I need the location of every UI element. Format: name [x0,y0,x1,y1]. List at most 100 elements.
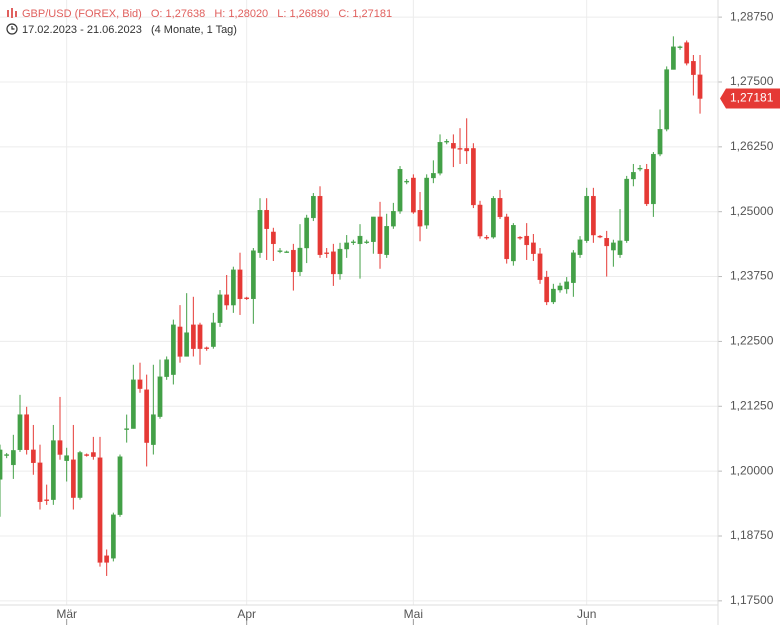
x-tick-label: Jun [577,607,596,621]
y-tick-label: 1,26250 [730,139,774,153]
last-price-label: 1,27181 [730,91,774,105]
candle-body [411,177,416,213]
x-tick-label: Mai [404,607,423,621]
candle-body [257,209,263,253]
period-row: 17.02.2023 - 21.06.2023 (4 Monate, 1 Tag… [6,22,398,38]
candle-body [684,42,690,64]
candle-icon [7,8,17,18]
candle-body [224,294,230,306]
candle-body [97,457,103,563]
candle-body [237,269,243,300]
candle-body [264,209,270,229]
candle-body [491,198,496,238]
candle-body [697,74,703,99]
candle-body [504,216,510,260]
candle-body [244,297,250,300]
candle-body [297,247,303,273]
candle-body [544,276,550,303]
candle-body [357,235,363,245]
candle-body [104,555,110,563]
candle-body [17,414,23,451]
header: GBP/USD (FOREX, Bid) O: 1,27638 H: 1,280… [6,6,398,38]
candle-body [90,452,96,457]
candle-body [190,324,196,349]
candle-body [497,198,503,218]
candle-body [577,239,583,255]
candle-body [184,332,190,357]
candle-body [337,248,343,275]
open-label: O: 1,27638 [150,8,206,20]
candle-body [424,177,430,226]
candle-body [270,231,276,245]
candle-body [204,347,210,349]
candle-body [524,235,530,246]
candle-body [657,129,663,155]
candle-body [637,167,643,170]
candle-body [250,250,256,300]
y-tick-label: 1,21250 [730,398,774,412]
candle-body [371,216,376,242]
candle-body [230,269,236,306]
candle-body [130,379,136,429]
candle-body [584,195,590,241]
candle-body [24,414,30,451]
candle-body [351,241,356,243]
candle-body [197,324,203,349]
y-tick-label: 1,18750 [730,528,774,542]
candle-body [557,285,563,291]
candle-body [604,238,610,247]
candle-body [137,379,143,389]
date-range: 17.02.2023 - 21.06.2023 [22,24,142,36]
x-tick-label: Apr [237,607,256,621]
candle-body [611,242,616,251]
candle-body [551,288,556,303]
candle-body [571,252,576,283]
period: (4 Monate, 1 Tag) [150,24,237,36]
candle-body [317,195,323,255]
candle-body [304,217,310,249]
instrument-row: GBP/USD (FOREX, Bid) O: 1,27638 H: 1,280… [6,6,398,22]
candle-body [117,456,123,515]
candle-body [624,178,630,241]
y-tick-label: 1,27500 [730,74,774,88]
candle-body [110,514,116,559]
candle-body [477,204,483,237]
candle-body [284,251,290,253]
candle-body [537,253,543,280]
candle-body [464,148,470,152]
candle-body [277,250,283,252]
y-tick-label: 1,28750 [730,9,774,23]
candle-body [10,450,16,466]
candle-body [597,235,603,238]
candle-body [310,195,316,219]
candle-body [417,209,423,227]
candle-body [77,452,83,498]
candle-body [70,459,76,498]
candle-body [324,252,330,254]
candle-body [531,242,536,254]
y-tick-label: 1,20000 [730,463,774,477]
candle-body [84,454,90,456]
candle-body [210,322,216,347]
candle-body [471,148,476,206]
candle-body [290,249,296,273]
high-label: H: 1,28020 [214,8,269,20]
candle-body [664,69,670,130]
close-label: C: 1,27181 [338,8,393,20]
candle-body [644,169,650,205]
candle-body [217,294,223,323]
y-tick-label: 1,25000 [730,204,774,218]
candle-body [457,148,463,150]
low-label: L: 1,26890 [277,8,330,20]
candle-body [511,225,516,262]
candle-body [330,251,336,275]
candle-body [170,324,176,375]
y-tick-label: 1,17500 [730,593,774,607]
candle-body [404,180,410,183]
candle-body [671,46,676,70]
y-tick-label: 1,23750 [730,269,774,283]
x-tick-label: Mär [56,607,77,621]
candle-body [37,462,43,502]
candle-body [691,61,696,75]
